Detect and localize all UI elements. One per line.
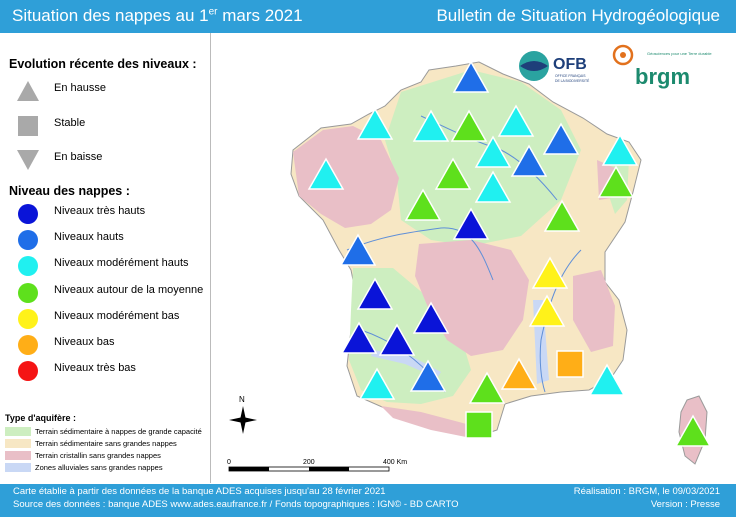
svg-text:OFFICE FRANÇAIS: OFFICE FRANÇAIS bbox=[555, 74, 586, 78]
swatch bbox=[5, 463, 31, 472]
map-frame: OFB OFFICE FRANÇAIS DE LA BIODIVERSITÉ b… bbox=[210, 33, 729, 483]
triangle-down-icon bbox=[17, 150, 39, 170]
station-symbol-rising-moderately_high bbox=[412, 109, 450, 142]
swatch bbox=[5, 451, 31, 460]
legend-level-very-low: Niveaux très bas bbox=[0, 357, 208, 383]
station-symbol-rising-moderately_high bbox=[474, 170, 512, 203]
legend-panel: Evolution récente des niveaux : En hauss… bbox=[0, 33, 208, 483]
footer-version: Version : Presse bbox=[650, 499, 720, 510]
legend-level-high: Niveaux hauts bbox=[0, 226, 208, 252]
station-symbol-rising-average bbox=[597, 165, 635, 198]
north-arrow-icon: N bbox=[229, 395, 257, 434]
circle-icon bbox=[18, 230, 38, 250]
station-symbol-rising-moderately_high bbox=[307, 157, 345, 190]
station-symbol-rising-moderately_high bbox=[356, 107, 394, 140]
legend-level-moderately-low: Niveaux modérément bas bbox=[0, 305, 208, 331]
rhone-river bbox=[539, 249, 582, 393]
station-symbol-rising-average bbox=[468, 371, 506, 404]
svg-text:Géosciences pour une Terre dur: Géosciences pour une Terre durable bbox=[647, 51, 712, 56]
circle-icon bbox=[18, 256, 38, 276]
footer-source-line: Carte établie à partir des données de la… bbox=[13, 486, 386, 497]
station-symbol-rising-moderately_high bbox=[497, 104, 535, 137]
footer-realisation: Réalisation : BRGM, le 09/03/2021 bbox=[573, 486, 720, 497]
station-symbol-rising-high bbox=[542, 122, 580, 155]
ofb-logo: OFB OFFICE FRANÇAIS DE LA BIODIVERSITÉ bbox=[519, 51, 590, 83]
station-symbol-rising-very_high bbox=[452, 207, 490, 240]
station-symbols bbox=[307, 60, 712, 447]
scale-bar: 0 200 400 Km bbox=[227, 459, 407, 472]
svg-text:N: N bbox=[239, 395, 245, 404]
station-symbol-rising-average bbox=[434, 157, 472, 190]
legend-level-very-high: Niveaux très hauts bbox=[0, 200, 208, 226]
legend-level-moderately-high: Niveaux modérément hauts bbox=[0, 252, 208, 278]
circle-icon bbox=[18, 335, 38, 355]
square-icon bbox=[18, 116, 38, 136]
swatch bbox=[5, 427, 31, 436]
station-symbol-rising-moderately_high bbox=[358, 367, 396, 400]
circle-icon bbox=[18, 283, 38, 303]
station-symbol-rising-high bbox=[409, 359, 447, 392]
legend-level-average: Niveaux autour de la moyenne bbox=[0, 279, 208, 305]
svg-text:200: 200 bbox=[303, 459, 315, 466]
legend-item-baisse: En baisse bbox=[0, 146, 208, 172]
svg-text:400 Km: 400 Km bbox=[383, 459, 407, 466]
footer-bar: Carte établie à partir des données de la… bbox=[0, 484, 736, 517]
pyrenees-zone bbox=[381, 406, 489, 438]
svg-text:0: 0 bbox=[227, 459, 231, 466]
station-symbol-stable-average bbox=[465, 411, 493, 439]
aquifer-legend-title: Type d'aquifère : bbox=[5, 413, 76, 423]
station-symbol-rising-moderately_low bbox=[531, 256, 569, 289]
station-symbol-rising-moderately_high bbox=[601, 133, 639, 166]
france-map: OFB OFFICE FRANÇAIS DE LA BIODIVERSITÉ b… bbox=[227, 44, 712, 472]
station-symbol-rising-high bbox=[510, 144, 548, 177]
svg-text:OFB: OFB bbox=[553, 56, 587, 73]
circle-icon bbox=[18, 309, 38, 329]
triangle-up-icon bbox=[17, 81, 39, 101]
loire-river bbox=[346, 227, 494, 281]
alps-zone bbox=[573, 270, 615, 352]
bulletin-title: Bulletin de Situation Hydrogéologique bbox=[436, 6, 720, 25]
station-symbol-rising-moderately_low bbox=[528, 294, 566, 327]
page-title: Situation des nappes au 1er mars 2021 bbox=[12, 6, 303, 25]
circle-icon bbox=[18, 361, 38, 381]
station-symbol-stable-low bbox=[556, 350, 584, 378]
footer-data-line: Source des données : banque ADES www.ade… bbox=[13, 499, 459, 510]
legend-level-low: Niveaux bas bbox=[0, 331, 208, 357]
station-symbol-rising-very_high bbox=[412, 301, 450, 334]
station-symbol-rising-average bbox=[543, 199, 581, 232]
station-symbol-rising-very_high bbox=[356, 277, 394, 310]
station-symbol-rising-moderately_high bbox=[474, 135, 512, 168]
evolution-legend-title: Evolution récente des niveaux : bbox=[9, 57, 197, 71]
circle-icon bbox=[18, 204, 38, 224]
station-symbol-rising-high bbox=[339, 233, 377, 266]
station-symbol-rising-average bbox=[674, 414, 712, 447]
station-symbol-rising-very_high bbox=[340, 321, 378, 354]
station-symbol-rising-low bbox=[500, 357, 538, 390]
legend-item-stable: Stable bbox=[0, 112, 208, 138]
svg-text:DE LA BIODIVERSITÉ: DE LA BIODIVERSITÉ bbox=[555, 78, 590, 83]
station-symbol-rising-high bbox=[452, 60, 490, 93]
brgm-logo: brgm Géosciences pour une Terre durable bbox=[612, 44, 712, 89]
svg-text:brgm: brgm bbox=[635, 64, 690, 89]
station-symbol-rising-average bbox=[450, 109, 488, 142]
swatch bbox=[5, 439, 31, 448]
level-legend-title: Niveau des nappes : bbox=[9, 184, 130, 198]
legend-item-hausse: En hausse bbox=[0, 77, 208, 103]
station-symbol-rising-average bbox=[404, 188, 442, 221]
station-symbol-rising-moderately_high bbox=[588, 363, 626, 396]
header-bar: Situation des nappes au 1er mars 2021 Bu… bbox=[0, 0, 736, 33]
armorican-massif-zone bbox=[293, 126, 399, 228]
station-symbol-rising-very_high bbox=[378, 323, 416, 356]
